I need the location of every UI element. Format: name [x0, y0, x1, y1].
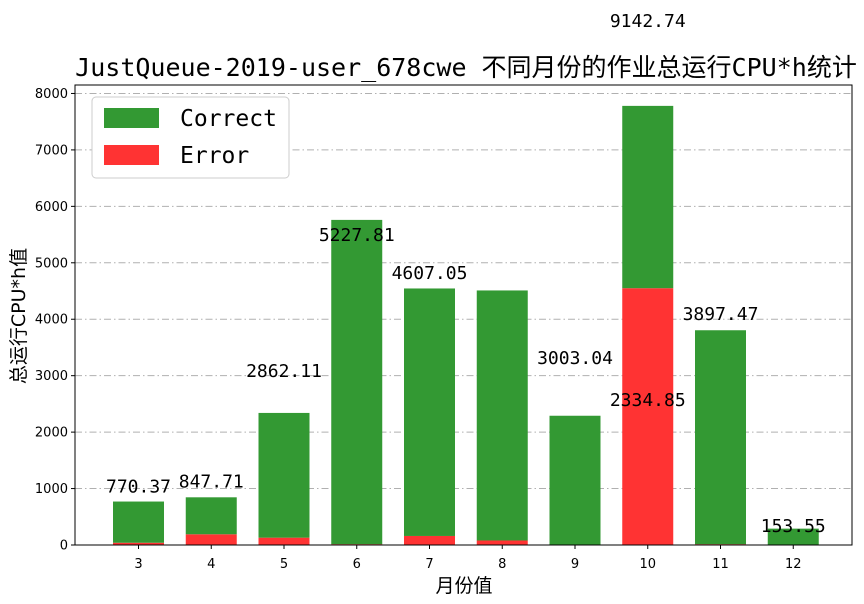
y-axis-label: 总运行CPU*h值	[8, 248, 30, 384]
y-tick-label: 7000	[35, 143, 68, 158]
data-label: 770.37	[106, 477, 171, 498]
data-labels: 770.37 847.71 2862.11 5227.81 4607.05 3003.04…	[106, 11, 826, 537]
x-axis: 3 4 5 6 7 8 9 10 11 12	[134, 545, 802, 572]
x-tick-label: 6	[353, 557, 361, 572]
legend-label-error: Error	[180, 143, 249, 169]
bar-correct	[549, 415, 601, 545]
y-tick-label: 2000	[35, 426, 68, 441]
data-label: 3897.47	[683, 304, 759, 325]
legend-label-correct: Correct	[180, 106, 277, 132]
chart-title: JustQueue-2019-user_678cwe 不同月份的作业总运行CPU…	[75, 53, 857, 82]
x-tick-label: 7	[425, 557, 433, 572]
bar-correct	[331, 219, 383, 545]
legend-swatch-correct	[104, 108, 159, 128]
bar-error	[476, 540, 528, 545]
y-tick-label: 5000	[35, 256, 68, 271]
bar-correct	[258, 412, 310, 538]
bar-error	[113, 542, 164, 545]
legend: Correct Error	[91, 96, 290, 179]
bar-correct	[113, 501, 164, 543]
y-tick-label: 6000	[35, 200, 68, 215]
data-label: 2334.85	[610, 390, 686, 411]
x-tick-label: 10	[639, 557, 656, 572]
bar-error	[185, 534, 237, 545]
x-tick-label: 8	[498, 557, 506, 572]
y-tick-label: 0	[60, 539, 68, 554]
y-tick-label: 3000	[35, 369, 68, 384]
x-tick-label: 12	[785, 557, 802, 572]
legend-swatch-error	[104, 145, 159, 165]
x-tick-label: 3	[134, 557, 142, 572]
bar-error	[258, 537, 310, 545]
bar-correct	[185, 497, 237, 535]
bar-correct	[622, 105, 674, 289]
y-axis: 0 1000 2000 3000 4000 5000 6000 7000 8000	[35, 87, 75, 554]
x-axis-label: 月份值	[435, 575, 492, 597]
bar-error	[622, 288, 674, 545]
bar-correct	[695, 330, 746, 545]
data-label: 4607.05	[392, 263, 468, 284]
x-tick-label: 5	[280, 557, 288, 572]
y-tick-label: 1000	[35, 482, 68, 497]
x-tick-label: 11	[712, 557, 729, 572]
data-label: 847.71	[179, 471, 244, 492]
data-label: 2862.11	[246, 361, 322, 382]
x-tick-label: 4	[207, 557, 215, 572]
bars	[113, 105, 819, 545]
y-tick-label: 4000	[35, 313, 68, 328]
bar-correct	[404, 288, 455, 536]
y-tick-label: 8000	[35, 87, 68, 102]
data-label: 5227.81	[319, 225, 395, 246]
data-label: 3003.04	[537, 348, 613, 369]
data-label: 153.55	[761, 516, 826, 537]
bar-correct	[767, 528, 819, 545]
data-label: 9142.74	[610, 11, 686, 32]
bar-error	[404, 535, 455, 545]
plot-frame	[74, 84, 853, 546]
x-tick-label: 9	[571, 557, 579, 572]
bar-correct	[476, 290, 528, 541]
